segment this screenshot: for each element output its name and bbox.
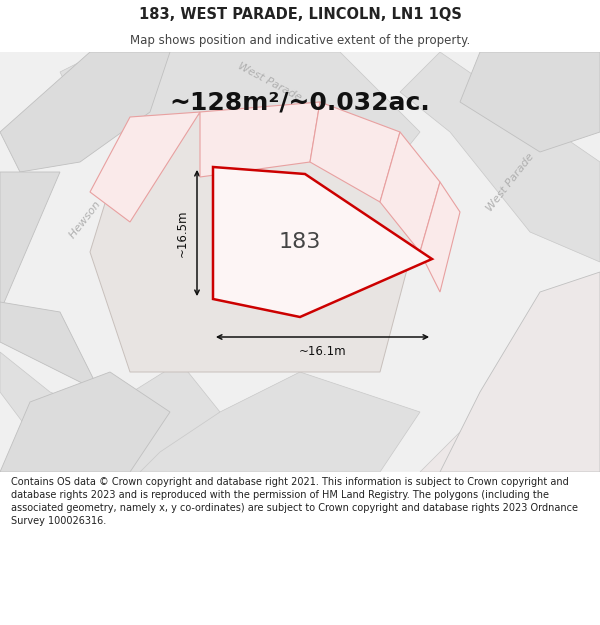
Text: Map shows position and indicative extent of the property.: Map shows position and indicative extent…: [130, 34, 470, 47]
Polygon shape: [0, 52, 170, 172]
Polygon shape: [90, 112, 200, 222]
Text: ~16.5m: ~16.5m: [176, 209, 189, 257]
Text: ~128m²/~0.032ac.: ~128m²/~0.032ac.: [170, 90, 430, 114]
Polygon shape: [200, 102, 320, 177]
Polygon shape: [140, 372, 420, 472]
Text: ~16.1m: ~16.1m: [299, 345, 346, 358]
Polygon shape: [0, 372, 170, 472]
Polygon shape: [310, 102, 400, 202]
Text: Contains OS data © Crown copyright and database right 2021. This information is : Contains OS data © Crown copyright and d…: [11, 477, 578, 526]
Polygon shape: [440, 272, 600, 472]
Text: Hewson Road: Hewson Road: [68, 174, 122, 240]
Polygon shape: [213, 167, 432, 317]
Text: 183, WEST PARADE, LINCOLN, LN1 1QS: 183, WEST PARADE, LINCOLN, LN1 1QS: [139, 7, 461, 22]
Polygon shape: [380, 132, 440, 252]
Polygon shape: [0, 352, 220, 472]
Polygon shape: [400, 52, 600, 262]
Polygon shape: [0, 172, 60, 312]
Polygon shape: [420, 352, 600, 472]
Polygon shape: [0, 52, 600, 472]
Text: 183: 183: [279, 232, 321, 252]
Polygon shape: [90, 102, 430, 372]
Polygon shape: [460, 52, 600, 152]
Text: West Parade: West Parade: [484, 151, 536, 213]
Polygon shape: [60, 52, 420, 182]
Polygon shape: [420, 182, 460, 292]
Text: West Parade: West Parade: [236, 61, 304, 103]
Polygon shape: [0, 302, 100, 392]
